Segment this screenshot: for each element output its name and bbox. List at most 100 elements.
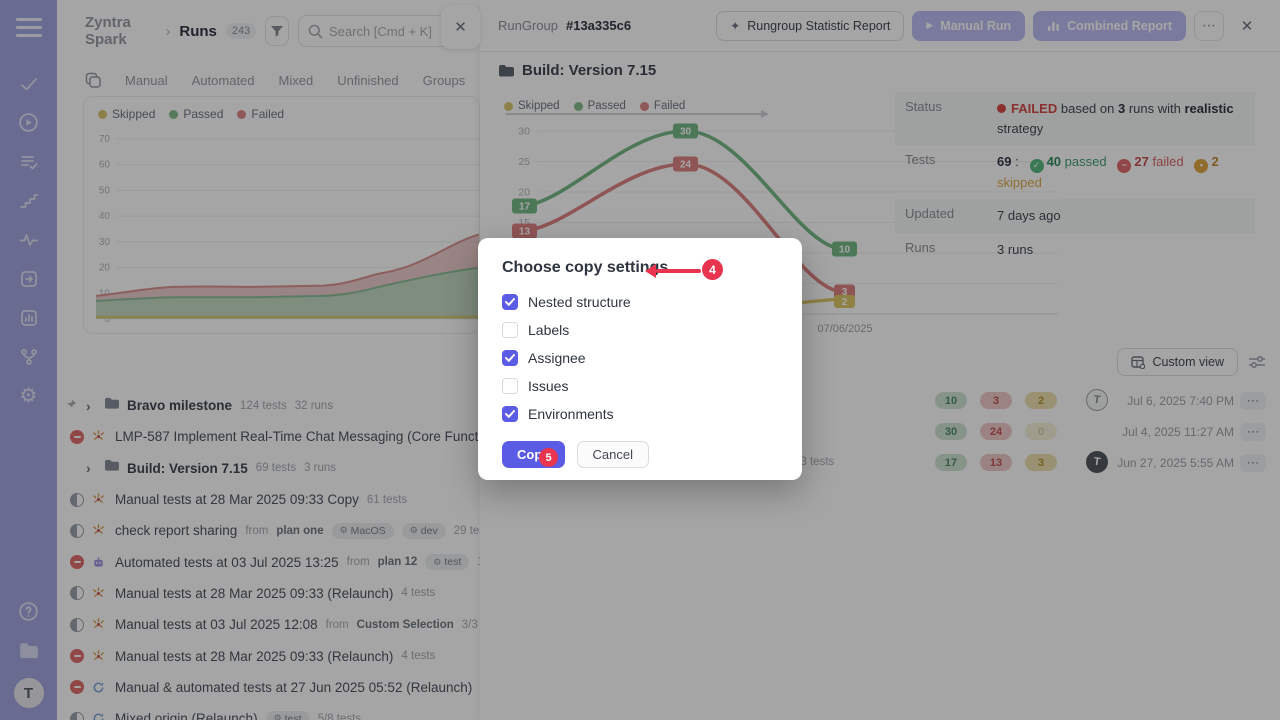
checkbox-checked-icon[interactable] <box>502 406 518 422</box>
folder-title[interactable]: Bravo milestone <box>127 398 233 414</box>
row-more-button[interactable]: ⋯ <box>1240 454 1266 472</box>
runs-play-icon[interactable] <box>9 103 48 142</box>
list-item-folder[interactable]: › Bravo milestone 124 tests 32 runs <box>57 390 480 421</box>
runs-tabs: Manual Automated Mixed Unfinished Groups… <box>57 72 480 88</box>
chevron-right-icon[interactable]: › <box>86 397 91 414</box>
run-title[interactable]: LMP-587 Implement Real-Time Chat Messagi… <box>115 429 480 445</box>
reports-icon[interactable] <box>9 298 48 337</box>
env-tag[interactable]: ⚙ MacOS <box>331 522 394 539</box>
list-item-run[interactable]: Manual tests at 28 Mar 2025 09:33 (Relau… <box>57 578 480 609</box>
run-title[interactable]: Automated tests at 03 Jul 2025 13:25 <box>115 554 339 570</box>
list-item-run[interactable]: Manual tests at 28 Mar 2025 09:33 Copy 6… <box>57 484 480 515</box>
list-item-run[interactable]: Automated tests at 03 Jul 2025 13:25 fro… <box>57 546 480 577</box>
list-item-run[interactable]: Manual tests at 03 Jul 2025 12:08 from C… <box>57 609 480 640</box>
run-title[interactable]: Manual tests at 03 Jul 2025 12:08 <box>115 617 318 633</box>
branches-icon[interactable] <box>9 337 48 376</box>
breadcrumb-separator: › <box>165 22 171 40</box>
list-item-run[interactable]: LMP-587 Implement Real-Time Chat Messagi… <box>57 421 480 452</box>
docs-folder-icon[interactable] <box>9 631 48 670</box>
run-title[interactable]: Manual tests at 28 Mar 2025 09:33 (Relau… <box>115 648 394 664</box>
menu-icon[interactable] <box>15 18 42 42</box>
breadcrumb-project[interactable]: Zyntra Spark <box>85 14 131 48</box>
list-item-run[interactable]: Mixed origin (Relaunch) ⚙ test 5/8 tests <box>57 703 480 720</box>
gear-icon: ⚙ <box>339 525 348 536</box>
row-more-button[interactable]: ⋯ <box>1240 392 1266 410</box>
legend-failed: Failed <box>251 107 285 121</box>
bar-chart-icon <box>1048 21 1059 31</box>
rungroup-statistic-report-button[interactable]: ✦ Rungroup Statistic Report <box>716 10 905 41</box>
checkbox-unchecked-icon[interactable] <box>502 322 518 338</box>
from-plan[interactable]: plan 12 <box>377 556 418 569</box>
tasks-check-icon[interactable] <box>9 64 48 103</box>
svg-text:30: 30 <box>518 126 530 138</box>
custom-view-button[interactable]: Custom view <box>1117 348 1238 376</box>
annotation-step-5: 5 <box>539 448 558 467</box>
run-title[interactable]: check report sharing <box>115 523 238 539</box>
settings-gear-icon[interactable]: ⚙ <box>19 385 38 407</box>
updated-row: Updated 7 days ago <box>895 199 1255 233</box>
group-run-row[interactable]: 30 24 0 Jul 4, 2025 11:27 AM ⋯ <box>480 417 1280 447</box>
svg-text:10: 10 <box>99 288 111 299</box>
tab-automated[interactable]: Automated <box>191 72 255 88</box>
run-title[interactable]: Manual tests at 28 Mar 2025 09:33 (Relau… <box>115 585 394 601</box>
runs-count: 32 runs <box>294 399 334 412</box>
run-title[interactable]: Manual & automated tests at 27 Jun 2025 … <box>115 679 473 695</box>
manual-run-button[interactable]: ▶ Manual Run <box>912 10 1026 41</box>
env-tag[interactable]: ⚙ test <box>265 710 310 720</box>
app-logo[interactable]: T <box>13 678 44 708</box>
option-assignee[interactable]: Assignee <box>502 344 778 372</box>
option-environments[interactable]: Environments <box>502 400 778 428</box>
env-tag[interactable]: ⚙ test <box>425 554 470 571</box>
list-item-folder[interactable]: › Build: Version 7.15 69 tests 3 runs <box>57 453 480 484</box>
svg-text:0: 0 <box>104 314 110 325</box>
milestones-steps-icon[interactable] <box>9 181 48 220</box>
checkbox-checked-icon[interactable] <box>502 350 518 366</box>
status-failed-icon <box>70 649 84 664</box>
svg-text:13: 13 <box>519 227 531 238</box>
list-item-run[interactable]: Manual tests at 28 Mar 2025 09:33 (Relau… <box>57 640 480 671</box>
chevron-right-icon[interactable]: › <box>86 460 91 477</box>
group-run-row[interactable]: 13 tests 17 13 3 T Jun 27, 2025 5:55 AM … <box>480 448 1280 478</box>
filter-button[interactable] <box>265 16 289 46</box>
from-plan[interactable]: plan one <box>276 524 324 537</box>
status-failed-icon <box>70 429 84 444</box>
import-icon[interactable] <box>9 259 48 298</box>
pulse-icon[interactable] <box>9 220 48 259</box>
gear-icon: ⚙ <box>273 713 282 720</box>
tab-groups[interactable]: Groups <box>422 72 466 88</box>
option-labels[interactable]: Labels <box>502 316 778 344</box>
close-panel-button[interactable]: ✕ <box>441 5 480 49</box>
checkbox-unchecked-icon[interactable] <box>502 378 518 394</box>
run-title[interactable]: Mixed origin (Relaunch) <box>115 711 258 720</box>
group-run-row[interactable]: 10 3 2 T Jul 6, 2025 7:40 PM ⋯ <box>480 386 1280 416</box>
run-title[interactable]: Manual tests at 28 Mar 2025 09:33 Copy <box>115 492 359 508</box>
test-plans-icon[interactable] <box>9 142 48 181</box>
folder-title[interactable]: Build: Version 7.15 <box>127 460 248 476</box>
option-nested-structure[interactable]: Nested structure <box>502 288 778 316</box>
from-plan[interactable]: Custom Selection <box>356 618 454 631</box>
sparkles-icon: ✦ <box>730 18 741 33</box>
from-label: from <box>325 618 349 631</box>
list-item-run[interactable]: check report sharing from plan one ⚙ MacO… <box>57 515 480 546</box>
breadcrumb-section[interactable]: Runs <box>179 22 217 40</box>
env-tag[interactable]: ⚙ dev <box>401 522 446 539</box>
svg-text:25: 25 <box>518 156 530 168</box>
manual-run-icon <box>92 493 107 506</box>
sliders-icon[interactable] <box>1248 355 1266 369</box>
list-item-run[interactable]: Manual & automated tests at 27 Jun 2025 … <box>57 672 480 703</box>
tab-unfinished[interactable]: Unfinished <box>337 72 399 88</box>
option-issues[interactable]: Issues <box>502 372 778 400</box>
manual-run-icon <box>92 430 107 443</box>
select-copy-icon[interactable] <box>85 72 101 88</box>
folder-icon <box>104 459 119 477</box>
more-options-button[interactable]: ⋯ <box>1194 10 1224 41</box>
passed-badge: 10 <box>935 392 967 409</box>
combined-report-button[interactable]: Combined Report <box>1033 10 1186 41</box>
checkbox-checked-icon[interactable] <box>502 294 518 310</box>
close-detail-button[interactable]: ✕ <box>1240 17 1254 35</box>
row-more-button[interactable]: ⋯ <box>1240 423 1266 441</box>
tab-manual[interactable]: Manual <box>125 72 168 88</box>
cancel-button[interactable]: Cancel <box>576 441 649 468</box>
help-icon[interactable] <box>9 592 48 631</box>
tab-mixed[interactable]: Mixed <box>278 72 314 88</box>
